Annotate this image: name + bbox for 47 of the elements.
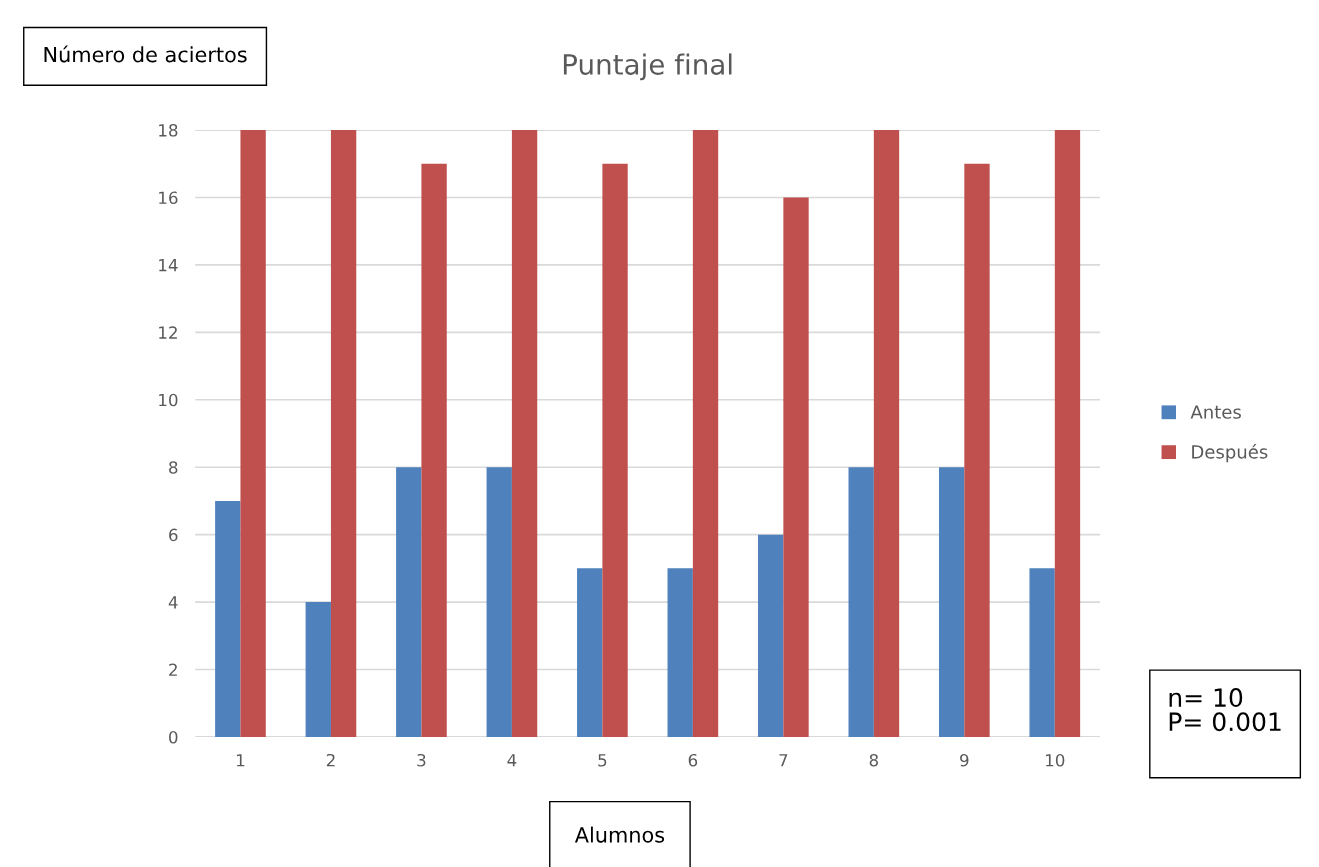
bar	[215, 500, 241, 737]
bar	[692, 130, 719, 737]
x-tick-label: 9	[960, 753, 969, 767]
y-tick-label: 12	[159, 326, 177, 339]
bar	[577, 568, 603, 737]
y-axis-title: Número de aciertos	[44, 45, 247, 63]
bar	[305, 602, 331, 737]
x-axis-title: Alumnos	[574, 826, 665, 843]
x-tick-label: 7	[779, 754, 788, 767]
bar	[240, 130, 266, 737]
y-tick-label: 8	[169, 461, 178, 474]
y-tick-label: 4	[168, 596, 178, 609]
x-tick-label: 4	[507, 754, 517, 767]
bar	[486, 467, 512, 737]
y-tick-label: 10	[159, 393, 178, 407]
bar	[848, 467, 874, 737]
bar	[783, 197, 809, 737]
x-tick-label: 1	[236, 754, 245, 767]
bar	[396, 467, 422, 737]
y-tick-label: 14	[159, 259, 178, 272]
x-tick-label: 8	[869, 753, 878, 767]
legend-label: Después	[1192, 443, 1268, 463]
bar	[667, 568, 693, 737]
x-tick-label: 3	[417, 753, 426, 767]
bar	[938, 467, 965, 737]
bar	[1054, 130, 1081, 737]
chart-title: Puntaje final	[563, 53, 732, 81]
legend-label: Antes	[1190, 405, 1241, 419]
bar	[330, 130, 357, 737]
x-tick-label: 6	[688, 753, 698, 767]
bar	[964, 163, 990, 737]
y-tick-label: 18	[159, 124, 178, 137]
y-tick-label: 0	[169, 730, 178, 744]
x-tick-label: 2	[326, 753, 335, 767]
bar	[873, 130, 900, 737]
bar	[758, 534, 784, 737]
x-tick-label: 5	[598, 754, 607, 767]
y-tick-label: 2	[169, 663, 177, 676]
bar	[511, 130, 538, 737]
text: P= 0.001	[1169, 712, 1281, 732]
bar	[1029, 568, 1055, 737]
x-tick-label: 10	[1046, 753, 1065, 767]
bar	[421, 163, 447, 737]
y-tick-label: 16	[159, 191, 178, 205]
text: n= 10	[1169, 688, 1243, 707]
bar	[602, 163, 628, 737]
y-tick-label: 6	[169, 528, 178, 542]
